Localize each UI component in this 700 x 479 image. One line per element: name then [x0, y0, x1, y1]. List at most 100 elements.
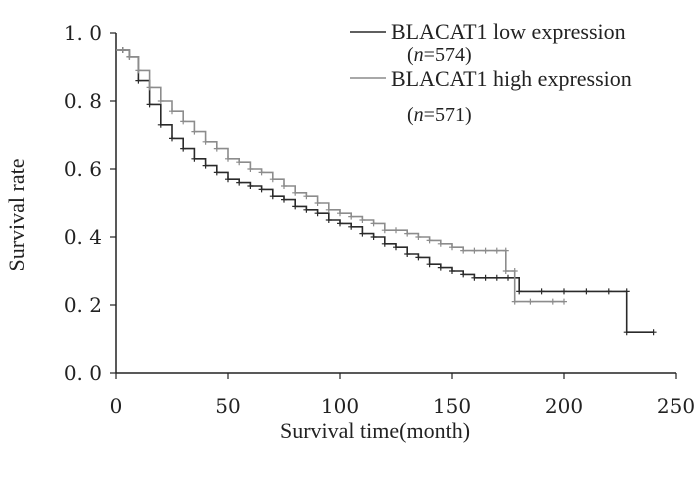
censor-mark: [650, 329, 657, 336]
censor-mark: [314, 200, 321, 206]
x-tick-label: 50: [215, 394, 240, 418]
censor-mark: [191, 128, 198, 135]
censor-mark: [502, 268, 509, 274]
censor-mark: [157, 98, 164, 104]
censor-mark: [213, 145, 220, 152]
censor-mark: [502, 247, 509, 254]
censor-mark: [180, 145, 187, 152]
y-tick-label: 0. 8: [64, 89, 102, 113]
censor-mark: [135, 67, 142, 74]
censor-mark: [493, 247, 500, 254]
censor-mark: [191, 155, 198, 162]
censor-mark: [471, 247, 478, 254]
censor-mark: [623, 288, 630, 295]
censor-mark: [281, 196, 287, 203]
censor-mark: [511, 268, 518, 274]
censor-mark: [303, 193, 310, 200]
censor-mark: [247, 183, 254, 189]
censor-mark: [449, 268, 455, 274]
censor-mark: [437, 264, 444, 271]
series-lines: [116, 47, 657, 336]
legend-label-low: BLACAT1 low expression: [391, 19, 626, 44]
censor-mark: [370, 220, 377, 227]
censor-mark: [493, 274, 500, 281]
y-tick-label: 0. 0: [64, 361, 102, 385]
censor-mark: [325, 206, 332, 213]
censor-mark: [202, 162, 209, 169]
censor-mark: [325, 217, 332, 223]
censor-mark: [292, 189, 299, 196]
y-tick-label: 0. 4: [64, 225, 102, 249]
censor-mark: [292, 203, 299, 210]
legend-n-letter-high: n: [414, 104, 424, 126]
censor-mark: [119, 47, 126, 53]
censor-mark: [269, 176, 276, 183]
censor-mark: [393, 244, 399, 251]
y-axis-title: Survival rate: [4, 158, 29, 271]
censor-mark: [258, 169, 265, 176]
censor-mark: [169, 135, 175, 142]
censor-mark: [337, 210, 343, 217]
legend-n-value-low: =574): [424, 44, 472, 66]
censor-mark: [135, 77, 142, 84]
censor-mark: [415, 234, 422, 240]
censor-mark: [281, 183, 287, 189]
censor-mark: [314, 210, 321, 217]
censor-mark: [146, 84, 153, 91]
km-curve-low: [116, 49, 654, 333]
x-tick-label: 250: [657, 394, 695, 418]
censor-mark: [482, 247, 489, 254]
censor-mark: [404, 230, 411, 237]
censor-mark: [404, 251, 411, 257]
censor-mark: [511, 298, 518, 305]
censor-mark: [426, 237, 433, 244]
censor-mark: [236, 159, 243, 166]
censor-mark: [258, 186, 265, 193]
legend-label-high: BLACAT1 high expression: [391, 66, 632, 91]
censor-mark: [126, 53, 133, 60]
censor-mark: [561, 288, 567, 295]
censor-mark: [225, 176, 231, 183]
x-tick-label: 200: [545, 394, 583, 418]
x-tick-label: 0: [110, 394, 123, 418]
censor-mark: [381, 227, 388, 234]
legend-n-low: (n=574): [407, 44, 472, 66]
y-tick-label: 1. 0: [64, 21, 102, 45]
censor-mark: [269, 193, 276, 200]
censor-mark: [505, 274, 511, 281]
censor-mark: [460, 271, 467, 278]
censor-mark: [359, 230, 366, 237]
censor-mark: [623, 329, 630, 336]
censor-mark: [527, 298, 534, 305]
censor-mark: [426, 261, 433, 268]
censor-mark: [449, 244, 455, 251]
censor-mark: [180, 118, 187, 125]
censor-mark: [337, 220, 343, 227]
legend-n-high: (n=571): [407, 104, 472, 126]
censor-mark: [605, 288, 612, 295]
legend-n-value-high: =571): [424, 104, 472, 126]
axes: 0 50 100 150 200 250 0. 0 0. 2 0. 4 0. 6 0. 8 1. 0: [64, 21, 695, 418]
censor-mark: [303, 206, 310, 213]
y-tick-label: 0. 2: [64, 293, 102, 317]
censor-mark: [471, 274, 478, 281]
censor-mark: [213, 169, 220, 176]
censor-mark: [169, 108, 175, 115]
y-tick-label: 0. 6: [64, 157, 102, 181]
x-axis-title: Survival time(month): [280, 418, 470, 443]
censor-mark: [247, 166, 254, 172]
censor-mark: [146, 101, 153, 108]
censor-mark: [370, 234, 377, 240]
censor-mark: [236, 179, 243, 186]
censor-mark: [516, 288, 523, 295]
censor-mark: [393, 227, 399, 234]
censor-mark: [348, 213, 355, 220]
censor-mark: [583, 288, 590, 295]
censor-mark: [348, 223, 355, 230]
x-tick-label: 150: [433, 394, 471, 418]
censor-mark: [549, 298, 556, 305]
censor-mark: [561, 298, 567, 305]
censor-mark: [538, 288, 545, 295]
censor-mark: [437, 240, 444, 247]
